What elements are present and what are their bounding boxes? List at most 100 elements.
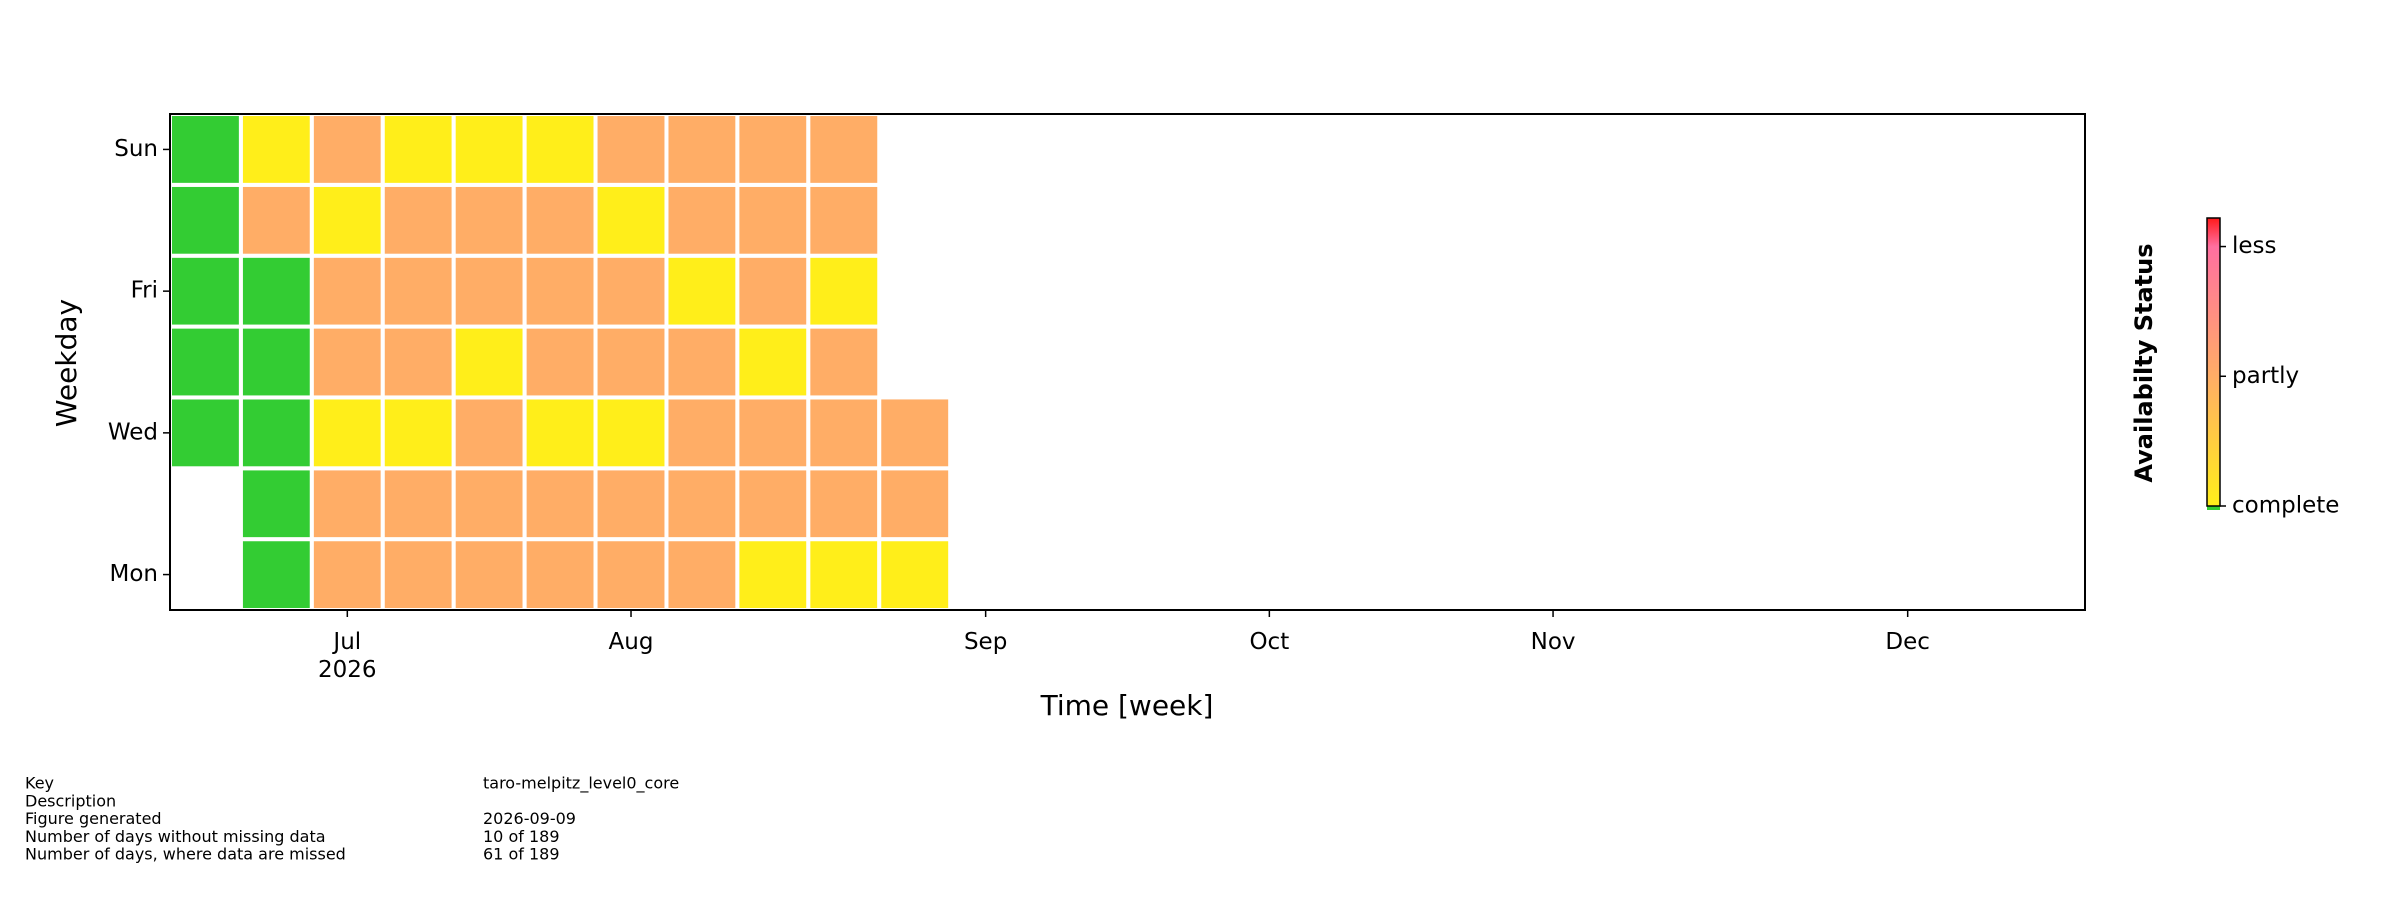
heatmap-cell (451, 112, 527, 187)
heatmap-cell (238, 395, 314, 471)
heatmap-cell (238, 112, 314, 187)
heatmap-cell (168, 253, 243, 329)
heatmap-cell (309, 537, 385, 613)
x-tick-label: Jul 2026 (318, 629, 377, 683)
heatmap-cell (309, 112, 385, 187)
y-tick-label: Wed (108, 419, 158, 445)
heatmap-cell (238, 253, 314, 329)
plot-frame (169, 113, 2086, 611)
x-tick-label: Oct (1249, 629, 1289, 655)
heatmap-cell (593, 253, 669, 329)
heatmap-cell (664, 182, 740, 258)
heatmap-cell (380, 253, 456, 329)
y-axis-label: Weekday (50, 299, 83, 427)
colorbar-tick-label: less (2232, 233, 2277, 259)
x-tick-label: Nov (1531, 629, 1576, 655)
heatmap-cell (380, 112, 456, 187)
info-label: Number of days without missing data (25, 827, 326, 846)
heatmap-cell (806, 324, 882, 400)
heatmap-cell (238, 324, 314, 400)
heatmap-cell (664, 466, 740, 542)
heatmap-cell (238, 182, 314, 258)
info-label: Key (25, 774, 54, 793)
heatmap-cell (451, 324, 527, 400)
heatmap-cell (735, 537, 811, 613)
heatmap-cell (238, 537, 314, 613)
heatmap-cell (168, 182, 243, 258)
heatmap-cell (593, 182, 669, 258)
heatmap-cell (664, 112, 740, 187)
heatmap-cell (522, 537, 598, 613)
heatmap-cell (593, 466, 669, 542)
heatmap-cell (664, 253, 740, 329)
heatmap-cell (522, 466, 598, 542)
info-label: Number of days, where data are missed (25, 845, 346, 864)
heatmap-cell (380, 324, 456, 400)
heatmap-cell (593, 112, 669, 187)
colorbar-tick-label: complete (2232, 493, 2339, 519)
heatmap-cell (664, 537, 740, 613)
heatmap-cell (309, 324, 385, 400)
heatmap-cell (877, 466, 953, 542)
heatmap-cell (664, 395, 740, 471)
info-value: 10 of 189 (483, 827, 560, 846)
heatmap-cell (735, 182, 811, 258)
heatmap-cell (522, 112, 598, 187)
heatmap-cell (735, 112, 811, 187)
colorbar-under (2207, 506, 2220, 510)
info-value: taro-melpitz_level0_core (483, 774, 679, 794)
heatmap-cell (806, 253, 882, 329)
heatmap-cell (735, 466, 811, 542)
info-label: Description (25, 791, 116, 810)
info-value: 61 of 189 (483, 845, 560, 864)
x-axis-label: Time [week] (1040, 689, 1214, 722)
heatmap-cell (664, 324, 740, 400)
y-tick-label: Fri (131, 278, 158, 304)
heatmap-cell (451, 253, 527, 329)
y-tick-label: Mon (110, 561, 159, 587)
info-value: 2026-09-09 (483, 809, 576, 828)
heatmap-cell (806, 395, 882, 471)
heatmap-cell (522, 253, 598, 329)
y-tick-label: Sun (114, 136, 158, 162)
heatmap-cell (309, 466, 385, 542)
heatmap-cell (522, 324, 598, 400)
x-tick-label: Sep (964, 629, 1007, 655)
info-label: Figure generated (25, 809, 162, 828)
heatmap-cell (735, 253, 811, 329)
heatmap-cell (522, 182, 598, 258)
heatmap-cell (877, 395, 953, 471)
colorbar (2206, 217, 2221, 507)
heatmap-cell (877, 537, 953, 613)
heatmap-cell (309, 182, 385, 258)
heatmap-cell (593, 324, 669, 400)
heatmap-cell (168, 112, 243, 187)
heatmap-cell (168, 395, 243, 471)
heatmap-cell (451, 537, 527, 613)
heatmap-cell (806, 537, 882, 613)
heatmap-cell (380, 395, 456, 471)
colorbar-tick-label: partly (2232, 363, 2299, 389)
heatmap-cell (593, 537, 669, 613)
heatmap-cell (451, 182, 527, 258)
heatmap-cell (593, 395, 669, 471)
colorbar-label: Availabilty Status (2130, 243, 2158, 482)
heatmap-cell (806, 182, 882, 258)
heatmap-cell (309, 253, 385, 329)
heatmap-cell (309, 395, 385, 471)
heatmap-cell (451, 466, 527, 542)
heatmap-cell (380, 466, 456, 542)
heatmap-cell (522, 395, 598, 471)
x-tick-label: Dec (1885, 629, 1930, 655)
heatmap-cell (806, 466, 882, 542)
heatmap-cell (238, 466, 314, 542)
heatmap-cell (806, 112, 882, 187)
heatmap-cell (735, 395, 811, 471)
x-tick-label: Aug (609, 629, 654, 655)
heatmap-cell (735, 324, 811, 400)
heatmap-cell (380, 537, 456, 613)
heatmap-cell (380, 182, 456, 258)
heatmap-cell (451, 395, 527, 471)
heatmap-cell (168, 324, 243, 400)
